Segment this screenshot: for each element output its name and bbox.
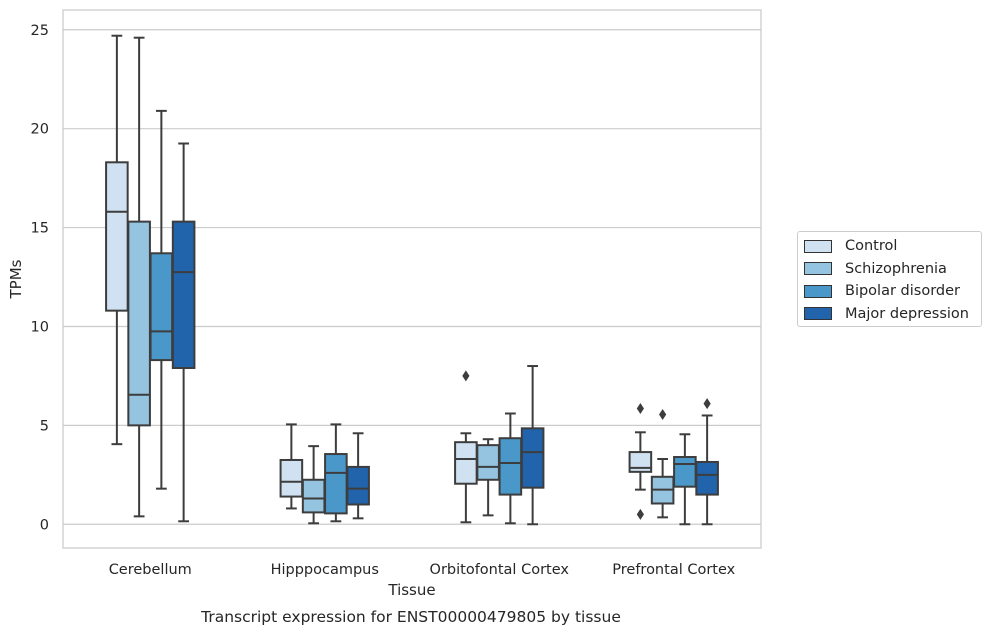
outlier-point <box>659 408 667 420</box>
x-axis-label: Tissue <box>387 581 435 599</box>
x-tick-label: Prefrontal Cortex <box>612 562 735 578</box>
y-tick-label: 0 <box>40 517 49 533</box>
box-1-2 <box>324 423 348 523</box>
box-0-3 <box>171 142 196 523</box>
legend-swatch <box>804 307 832 320</box>
legend-swatch <box>804 284 832 298</box>
x-tick-label: Hipppocampus <box>271 562 379 578</box>
iqr-box <box>498 437 523 496</box>
legend-item: Schizophrenia <box>804 259 947 279</box>
outlier-point <box>462 370 470 382</box>
outlier-point <box>703 398 711 410</box>
outlier-point <box>636 508 644 520</box>
iqr-box <box>279 458 304 498</box>
y-tick-label: 10 <box>31 319 49 335</box>
boxes <box>105 34 719 526</box>
box-3-3 <box>695 398 719 526</box>
iqr-box <box>301 478 326 514</box>
iqr-box <box>695 460 719 496</box>
box-2-1 <box>476 438 500 517</box>
box-2-3 <box>520 365 545 526</box>
box-0-2 <box>149 109 174 490</box>
legend-swatch <box>804 239 832 253</box>
y-tick-label: 5 <box>40 418 49 434</box>
chart-title: Transcript expression for ENST0000047980… <box>200 608 621 626</box>
box-1-0 <box>279 423 304 510</box>
box-1-3 <box>346 432 370 520</box>
legend-item: Bipolar disorder <box>804 281 960 301</box>
box-3-0 <box>628 403 653 520</box>
iqr-box <box>105 161 129 312</box>
y-tick-label: 15 <box>31 221 49 237</box>
outlier-point <box>636 403 644 415</box>
iqr-box <box>454 441 478 485</box>
box-1-1 <box>301 445 326 525</box>
x-tick-labels: Cerebellum Hipppocampus Orbitofontal Corte… <box>109 562 736 578</box>
box-3-2 <box>673 433 697 526</box>
legend-label: Schizophrenia <box>845 260 947 277</box>
x-tick-label: Orbitofontal Cortex <box>430 562 570 578</box>
y-tick-labels: 0 5 10 15 20 25 <box>31 23 49 533</box>
legend-label: Bipolar disorder <box>845 283 960 299</box>
iqr-box <box>520 427 545 489</box>
box-0-1 <box>127 36 151 518</box>
y-tick-label: 20 <box>31 122 49 138</box>
x-tick-label: Cerebellum <box>109 562 192 578</box>
y-tick-label: 25 <box>31 23 49 39</box>
legend-label: Major depression <box>845 305 969 322</box>
plot-frame <box>62 9 762 549</box>
y-axis-label: TPMs <box>7 259 25 299</box>
box-0-0 <box>105 34 129 446</box>
iqr-box <box>346 465 370 506</box>
iqr-box <box>673 456 697 488</box>
legend: Control Schizophrenia Bipolar disorder Majo… <box>797 231 982 327</box>
box-2-2 <box>498 412 523 525</box>
legend-item: Control <box>804 236 897 256</box>
iqr-box <box>171 220 196 370</box>
legend-item: Major depression <box>804 304 969 324</box>
iqr-box <box>476 444 500 481</box>
box-3-1 <box>650 408 675 519</box>
legend-label: Control <box>845 238 898 254</box>
iqr-box <box>149 252 174 362</box>
box-2-0 <box>454 370 478 524</box>
iqr-box <box>324 453 348 515</box>
legend-swatch <box>804 262 832 275</box>
